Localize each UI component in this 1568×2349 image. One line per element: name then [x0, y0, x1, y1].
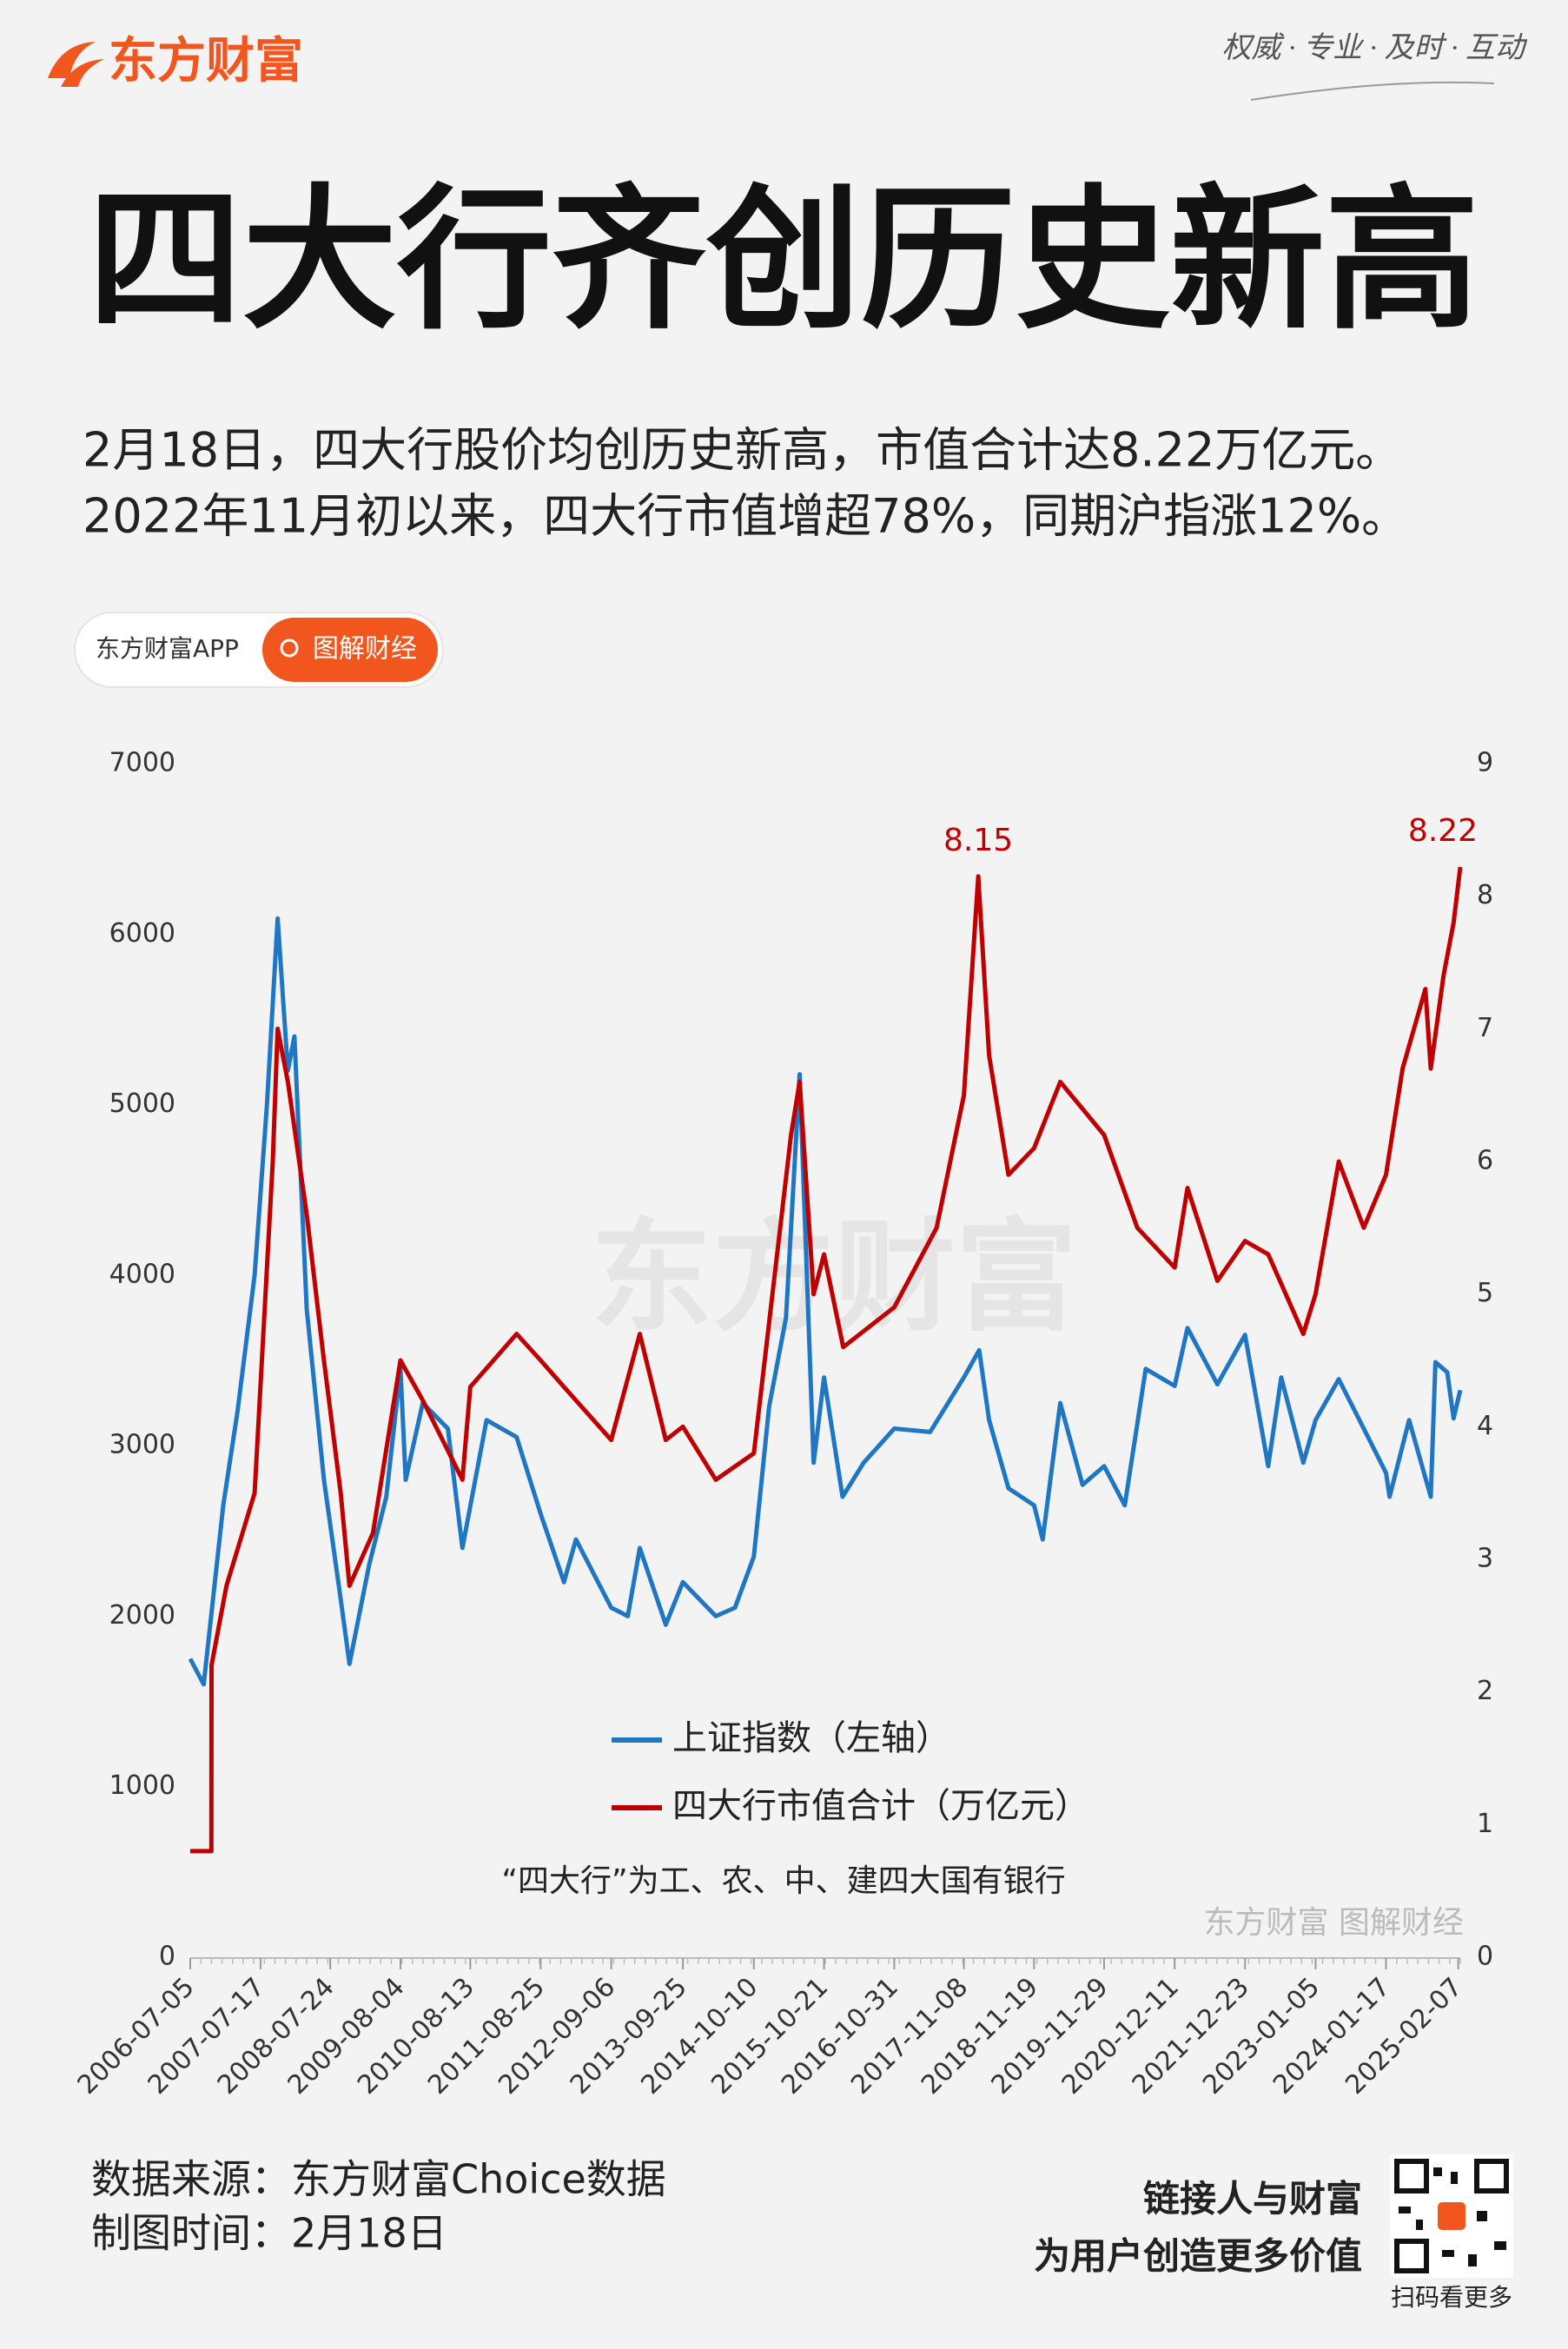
badge-tag: 图解财经: [313, 634, 417, 665]
y-tick-label: 6000: [109, 918, 175, 949]
y-tick-label: 5000: [109, 1088, 175, 1119]
y2-tick-label: 0: [1477, 1942, 1493, 1972]
qr-finder: [1394, 2159, 1429, 2194]
y-tick-label: 0: [159, 1942, 175, 1972]
data-label: 8.22: [1408, 813, 1478, 849]
y2-tick-label: 3: [1477, 1544, 1493, 1574]
subtitle-line: 2022年11月初以来，四大行市值增超78%，同期沪指涨12%。: [83, 489, 1408, 544]
legend-label: 上证指数（左轴）: [672, 1718, 950, 1758]
badge-tag-bg: [262, 618, 438, 682]
qr-finder: [1394, 2239, 1429, 2273]
y2-tick-label: 6: [1477, 1146, 1493, 1176]
search-icon: [280, 639, 299, 658]
made-time: 制图时间：2月18日: [91, 2210, 447, 2257]
series-line: [188, 916, 1463, 1687]
title: 四大行齐创历史新高: [88, 170, 1479, 350]
badge-app: 东方财富APP: [96, 634, 239, 663]
qr-finder: [1474, 2159, 1509, 2194]
footer-slogan: 链接人与财富: [1143, 2178, 1362, 2220]
y-tick-label: 2000: [109, 1600, 175, 1631]
qr-logo: [1438, 2202, 1465, 2230]
series-line: [190, 866, 1463, 1854]
legend-label: 四大行市值合计（万亿元）: [672, 1786, 1089, 1826]
qr-modules: [1399, 2167, 1506, 2266]
logo-icon: [48, 42, 104, 87]
y-tick-label: 3000: [109, 1430, 175, 1460]
subtitle-line: 2月18日，四大行股价均创历史新高，市值合计达8.22万亿元。: [83, 423, 1402, 478]
note: “四大行”为工、农、中、建四大国有银行: [501, 1863, 1065, 1899]
y2-tick-label: 1: [1477, 1809, 1493, 1839]
y2-tick-label: 7: [1477, 1013, 1493, 1043]
y2-tick-label: 2: [1477, 1676, 1493, 1706]
y-tick-label: 1000: [109, 1770, 175, 1801]
watermark: 东方财富 图解财经: [1204, 1905, 1464, 1941]
slogan: 权威 · 专业 · 及时 · 互动: [1222, 32, 1528, 64]
y2-tick-label: 9: [1477, 748, 1493, 778]
source: 数据来源：东方财富Choice数据: [91, 2156, 666, 2203]
watermark-center: 东方财富: [591, 1208, 1077, 1349]
y2-tick-label: 8: [1477, 880, 1493, 910]
qr-code: [1390, 2154, 1513, 2278]
slogan-swash: [1250, 81, 1495, 101]
y-tick-label: 4000: [109, 1259, 175, 1289]
brand: 东方财富: [109, 33, 303, 89]
footer-slogan: 为用户创造更多价值: [1034, 2235, 1362, 2278]
y2-tick-label: 4: [1477, 1411, 1493, 1441]
y2-tick-label: 5: [1477, 1278, 1493, 1308]
y-tick-label: 7000: [109, 748, 175, 778]
qr-caption: 扫码看更多: [1391, 2283, 1512, 2312]
data-label: 8.15: [943, 823, 1013, 858]
